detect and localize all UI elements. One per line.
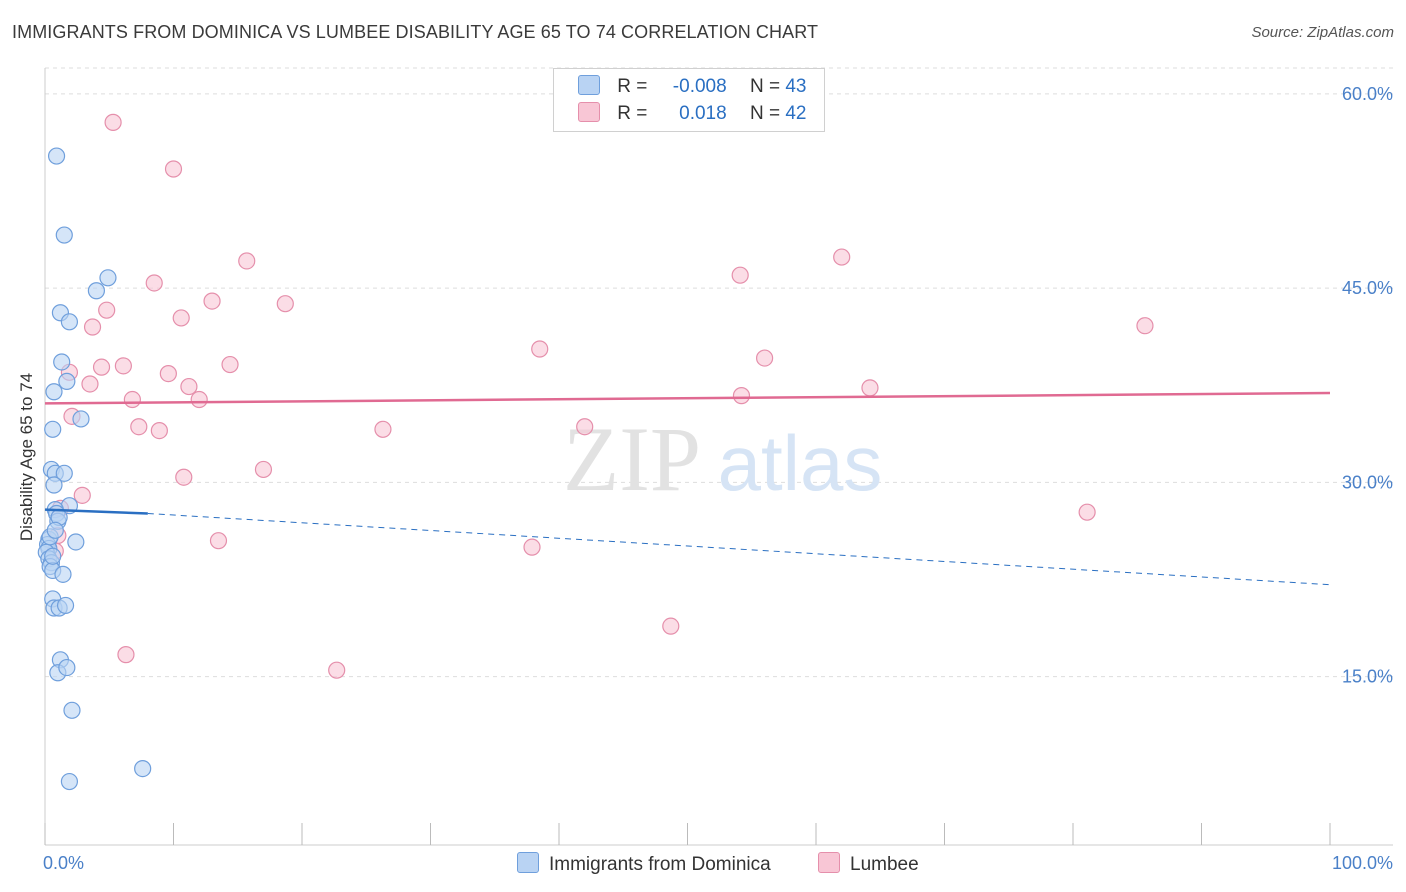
data-point-lumbee bbox=[150, 422, 168, 440]
legend-r-value-pink: 0.018 bbox=[679, 103, 727, 124]
data-point-lumbee bbox=[209, 532, 228, 550]
data-point-lumbee bbox=[117, 646, 135, 664]
trend-line-dominica bbox=[44, 508, 148, 515]
data-point-lumbee bbox=[92, 358, 111, 376]
y-tick-label: 30.0% bbox=[1342, 472, 1393, 492]
data-point-lumbee bbox=[164, 160, 183, 178]
y-tick-label: 60.0% bbox=[1342, 84, 1393, 104]
legend-r-label-blue: R = bbox=[617, 76, 648, 97]
data-point-lumbee bbox=[81, 375, 99, 393]
data-point-dominica bbox=[45, 476, 63, 494]
legend-row-blue: R = -0.008 N = 43 bbox=[578, 75, 806, 99]
source-credit: Source: ZipAtlas.com bbox=[1251, 24, 1394, 41]
data-point-lumbee bbox=[98, 301, 116, 319]
data-point-lumbee bbox=[1136, 317, 1154, 335]
watermark-atlas: atlas bbox=[718, 419, 883, 507]
data-point-lumbee bbox=[833, 248, 851, 266]
legend-r-value-blue: -0.008 bbox=[672, 76, 727, 97]
data-point-dominica bbox=[58, 658, 76, 677]
data-point-dominica bbox=[72, 410, 90, 428]
legend-n-value-blue: 43 bbox=[785, 76, 807, 97]
data-point-lumbee bbox=[254, 460, 273, 479]
data-point-dominica bbox=[99, 269, 117, 287]
data-point-lumbee bbox=[203, 292, 221, 310]
data-point-lumbee bbox=[104, 113, 122, 131]
bottom-legend-label-dominica: Immigrants from Dominica bbox=[549, 854, 771, 875]
data-point-lumbee bbox=[576, 418, 594, 436]
data-point-dominica bbox=[63, 701, 81, 719]
data-point-lumbee bbox=[83, 318, 102, 336]
data-point-lumbee bbox=[732, 387, 751, 405]
data-point-dominica bbox=[54, 565, 72, 583]
y-tick-label: 15.0% bbox=[1342, 667, 1393, 687]
data-point-dominica bbox=[67, 533, 85, 551]
data-point-lumbee bbox=[175, 468, 193, 486]
data-point-lumbee bbox=[731, 266, 749, 284]
y-axis-label: Disability Age 65 to 74 bbox=[17, 372, 36, 542]
bottom-legend-dominica: Immigrants from Dominica bbox=[517, 852, 771, 876]
trend-lines bbox=[44, 391, 1331, 586]
bottom-legend-swatch-pink bbox=[818, 852, 840, 873]
data-point-lumbee bbox=[531, 340, 549, 358]
correlation-legend: R = -0.008 N = 43 R = 0.018 N = 42 bbox=[553, 68, 825, 132]
data-point-dominica bbox=[47, 147, 66, 165]
data-point-lumbee bbox=[755, 349, 774, 367]
data-point-dominica bbox=[46, 521, 64, 539]
data-point-dominica bbox=[60, 313, 79, 331]
bottom-legend-lumbee: Lumbee bbox=[818, 852, 919, 876]
legend-r-label-pink: R = bbox=[617, 103, 648, 124]
data-point-lumbee bbox=[221, 355, 239, 374]
chart-title: IMMIGRANTS FROM DOMINICA VS LUMBEE DISAB… bbox=[12, 22, 819, 42]
legend-n-value-pink: 42 bbox=[785, 103, 807, 124]
data-point-lumbee bbox=[523, 538, 541, 556]
data-point-lumbee bbox=[114, 357, 132, 375]
data-point-lumbee bbox=[374, 420, 392, 438]
data-point-lumbee bbox=[328, 661, 346, 679]
axes bbox=[44, 68, 1393, 846]
data-point-dominica bbox=[58, 372, 76, 390]
x-tick-label: 100.0% bbox=[1332, 853, 1393, 873]
bottom-legend-swatch-blue bbox=[517, 852, 539, 873]
data-point-dominica bbox=[55, 464, 73, 482]
series-dominica-points bbox=[37, 147, 152, 791]
legend-n-label-pink: N = bbox=[749, 103, 781, 124]
x-tick-label: 0.0% bbox=[43, 853, 84, 873]
data-point-lumbee bbox=[276, 295, 294, 313]
data-point-lumbee bbox=[861, 379, 879, 397]
data-point-lumbee bbox=[159, 365, 177, 383]
legend-swatch-blue bbox=[578, 75, 600, 95]
data-point-dominica bbox=[44, 420, 62, 438]
legend-n-label-blue: N = bbox=[749, 76, 781, 97]
data-point-lumbee bbox=[180, 377, 198, 396]
y-tick-label: 45.0% bbox=[1342, 278, 1393, 298]
data-point-dominica bbox=[53, 353, 71, 371]
data-point-lumbee bbox=[1078, 503, 1096, 521]
tick-labels: 15.0% 30.0% 45.0% 60.0% 0.0% 100.0% bbox=[43, 84, 1393, 873]
trend-line-lumbee bbox=[44, 391, 1331, 405]
data-point-dominica bbox=[45, 383, 63, 401]
legend-swatch-pink bbox=[578, 102, 600, 122]
data-point-dominica bbox=[56, 596, 75, 615]
data-point-dominica bbox=[55, 226, 73, 244]
data-point-lumbee bbox=[662, 617, 680, 635]
data-point-lumbee bbox=[130, 418, 148, 436]
trend-line-dominica-extension bbox=[147, 512, 1331, 586]
bottom-legend-label-lumbee: Lumbee bbox=[850, 854, 919, 875]
data-point-dominica bbox=[60, 772, 79, 791]
data-point-lumbee bbox=[73, 486, 91, 504]
data-point-lumbee bbox=[172, 309, 190, 327]
data-point-lumbee bbox=[238, 252, 256, 270]
data-point-dominica bbox=[44, 547, 62, 565]
data-point-dominica bbox=[87, 282, 106, 300]
data-point-lumbee bbox=[190, 390, 208, 409]
legend-row-pink: R = 0.018 N = 42 bbox=[578, 102, 806, 126]
data-point-lumbee bbox=[123, 390, 141, 409]
gridlines bbox=[45, 67, 1393, 678]
watermark: ZIP atlas bbox=[563, 408, 882, 510]
data-point-lumbee bbox=[145, 274, 163, 292]
data-point-dominica bbox=[134, 759, 152, 778]
